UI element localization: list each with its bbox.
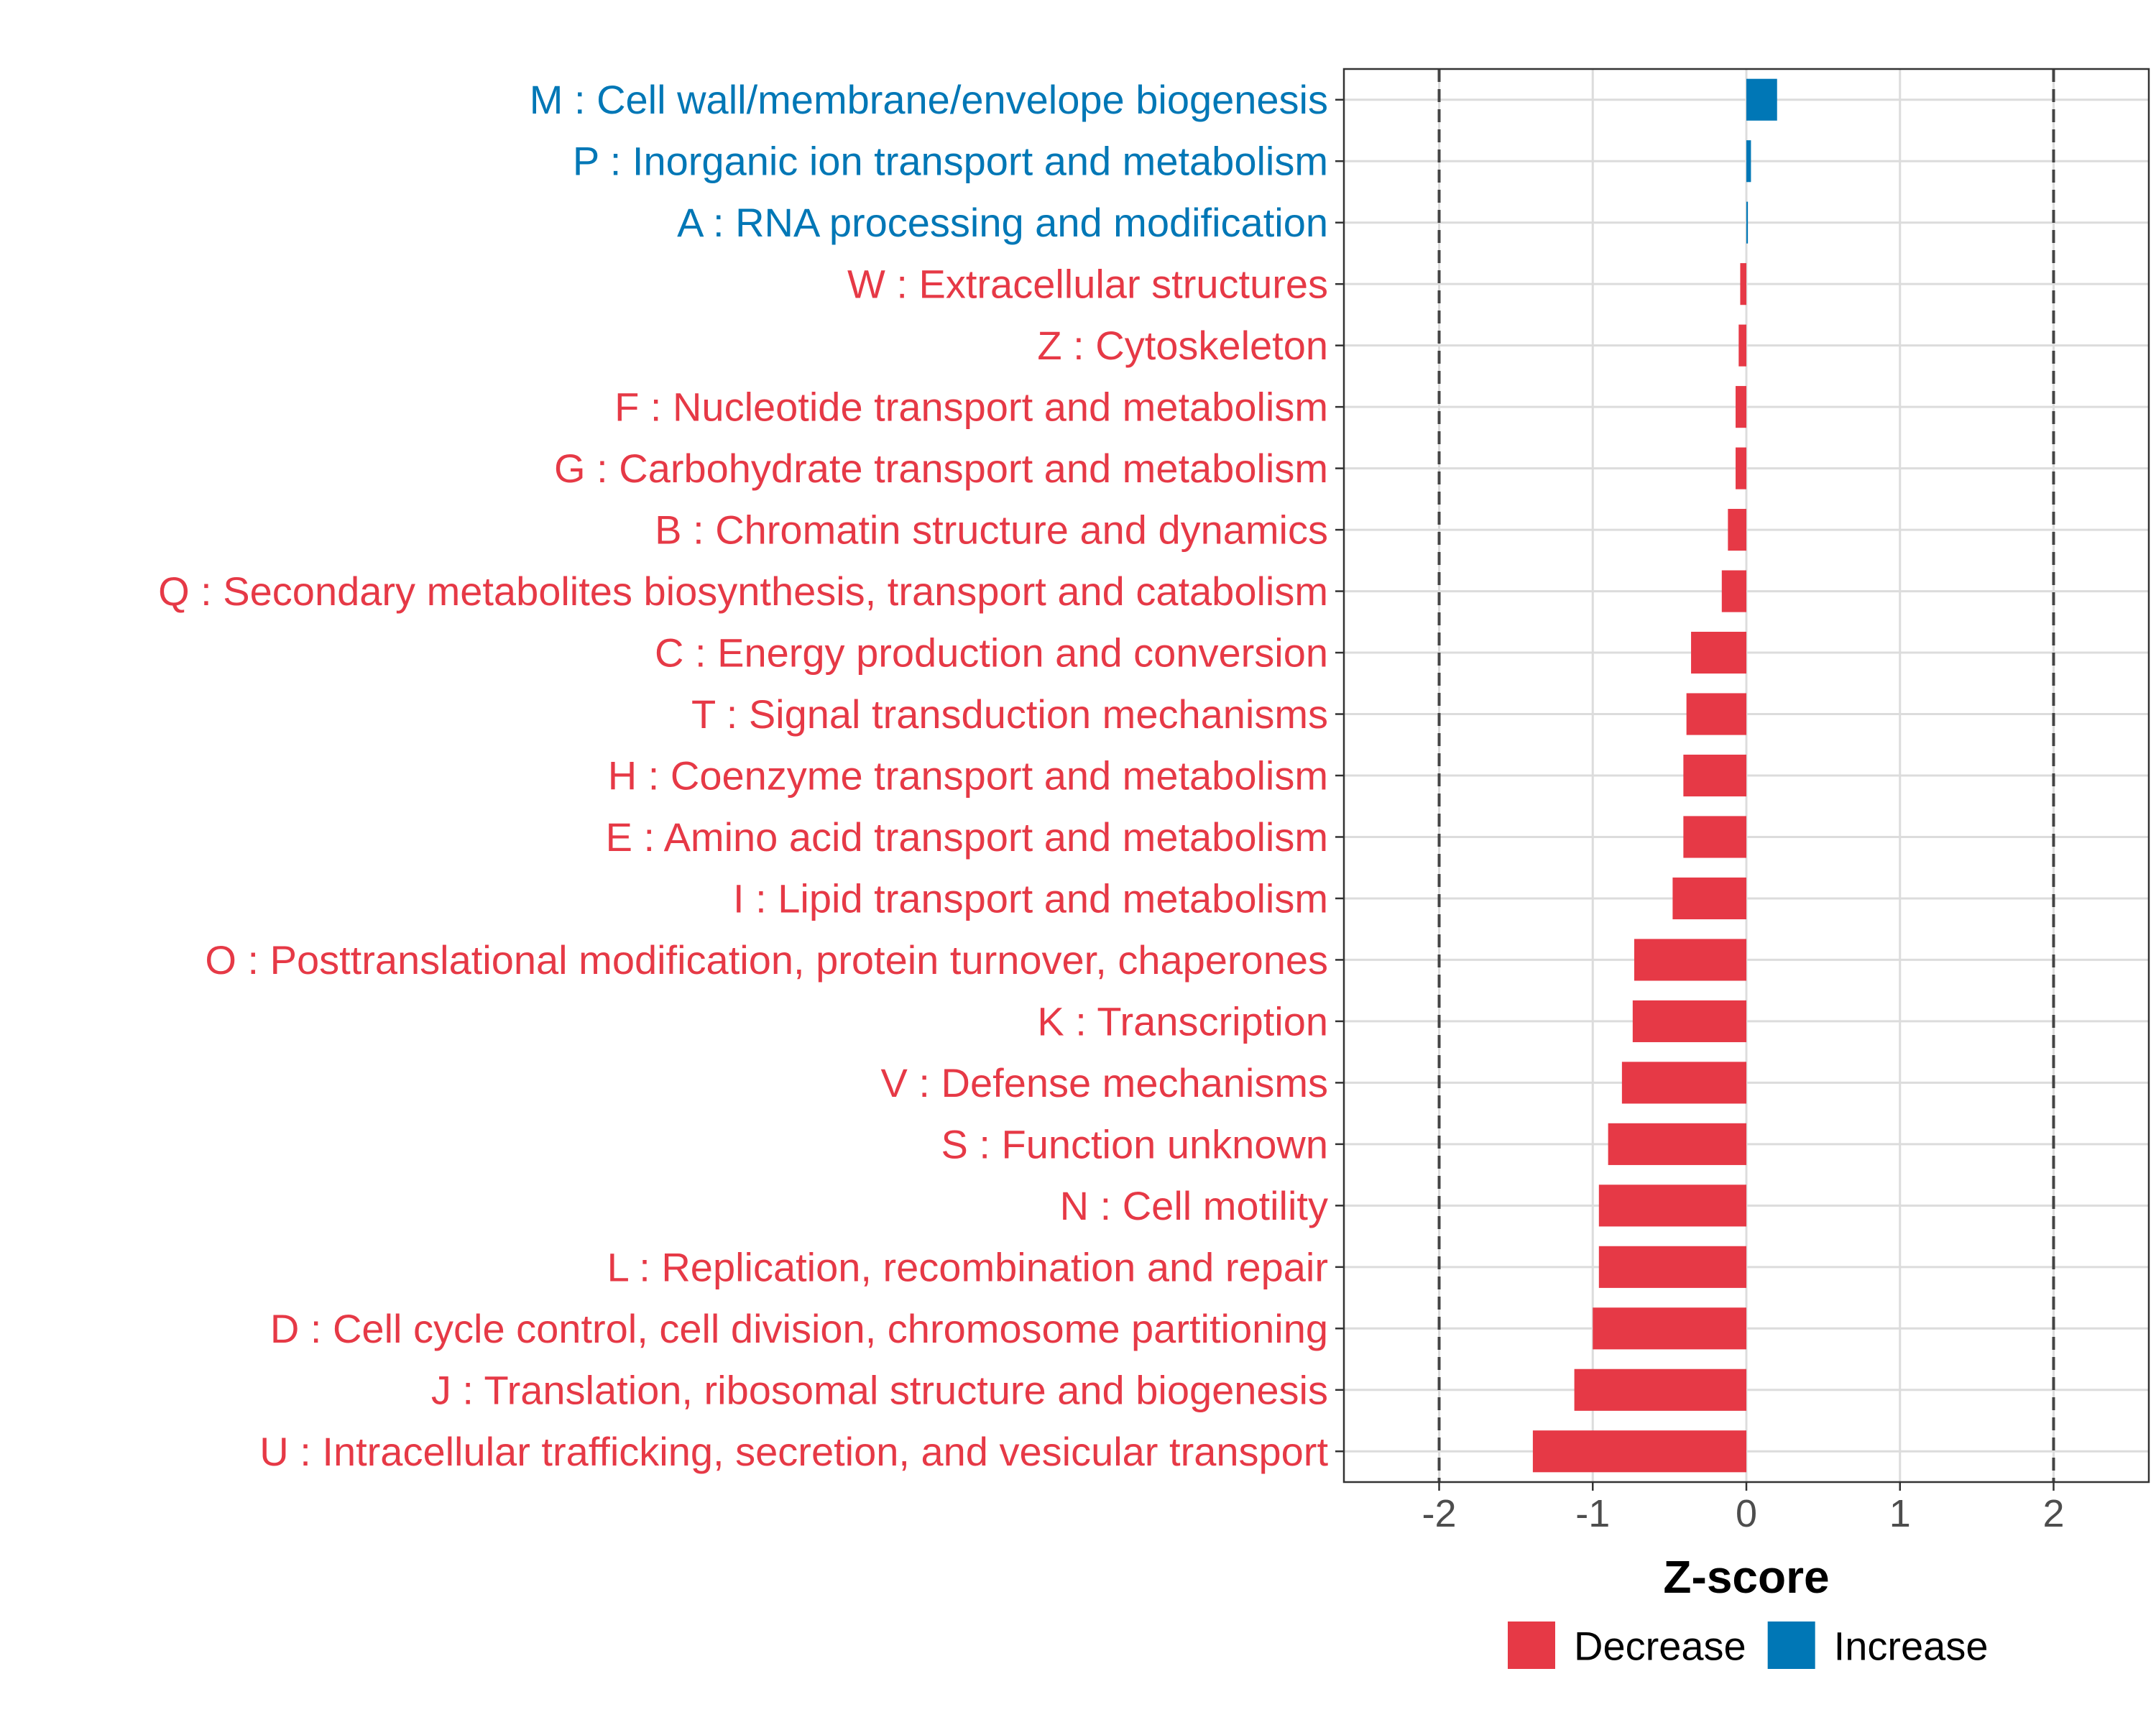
- category-label: U : Intracellular trafficking, secretion…: [259, 1429, 1328, 1474]
- bar: [1691, 631, 1746, 674]
- category-label: Q : Secondary metabolites biosynthesis, …: [158, 569, 1328, 614]
- bar: [1736, 447, 1746, 489]
- x-tick-label: -2: [1422, 1492, 1457, 1535]
- bar: [1672, 877, 1746, 920]
- category-label: K : Transcription: [1037, 998, 1328, 1044]
- bar: [1746, 140, 1751, 183]
- category-label: P : Inorganic ion transport and metaboli…: [573, 139, 1328, 184]
- legend-swatch: [1508, 1622, 1555, 1669]
- bar: [1746, 78, 1777, 121]
- legend-swatch: [1767, 1622, 1815, 1669]
- category-label: C : Energy production and conversion: [655, 630, 1328, 676]
- x-axis-title: Z-score: [1663, 1551, 1829, 1603]
- category-label: G : Carbohydrate transport and metabolis…: [554, 446, 1328, 491]
- category-label: L : Replication, recombination and repai…: [607, 1244, 1328, 1289]
- x-tick-label: 2: [2042, 1492, 2064, 1535]
- bar: [1593, 1307, 1746, 1350]
- bar: [1746, 201, 1749, 244]
- category-label: I : Lipid transport and metabolism: [733, 875, 1328, 921]
- x-tick-label: -1: [1575, 1492, 1610, 1535]
- category-label: N : Cell motility: [1060, 1183, 1328, 1228]
- bar: [1574, 1368, 1746, 1411]
- category-label: W : Extracellular structures: [847, 262, 1328, 307]
- category-label: D : Cell cycle control, cell division, c…: [270, 1306, 1328, 1351]
- bar: [1608, 1123, 1746, 1165]
- category-label: V : Defense mechanisms: [881, 1060, 1328, 1105]
- category-label: J : Translation, ribosomal structure and…: [431, 1367, 1328, 1412]
- y-axis: M : Cell wall/membrane/envelope biogenes…: [158, 77, 1344, 1474]
- bar: [1621, 1062, 1746, 1104]
- bar: [1598, 1246, 1746, 1288]
- bar: [1686, 693, 1746, 735]
- bar: [1632, 1000, 1746, 1042]
- legend-label: Decrease: [1574, 1624, 1746, 1669]
- category-label: F : Nucleotide transport and metabolism: [614, 385, 1328, 430]
- category-label: Z : Cytoskeleton: [1037, 323, 1328, 368]
- bar: [1738, 324, 1746, 367]
- category-label: O : Posttranslational modification, prot…: [205, 937, 1328, 983]
- x-tick-label: 1: [1889, 1492, 1911, 1535]
- category-label: B : Chromatin structure and dynamics: [655, 507, 1328, 553]
- bars: [1532, 78, 1777, 1473]
- bar: [1683, 816, 1746, 858]
- bar: [1721, 570, 1746, 612]
- category-label: H : Coenzyme transport and metabolism: [608, 753, 1328, 799]
- bar: [1634, 939, 1746, 981]
- category-label: E : Amino acid transport and metabolism: [606, 814, 1328, 860]
- bar: [1740, 263, 1746, 305]
- x-tick-label: 0: [1736, 1492, 1757, 1535]
- bar: [1598, 1184, 1746, 1227]
- reference-lines: [1437, 69, 2055, 1482]
- category-label: A : RNA processing and modification: [677, 200, 1328, 245]
- x-axis: -2 -1 0 1 2: [1422, 1482, 2065, 1535]
- category-label: T : Signal transduction mechanisms: [691, 691, 1328, 737]
- category-label: M : Cell wall/membrane/envelope biogenes…: [530, 77, 1328, 122]
- bar: [1532, 1430, 1746, 1473]
- legend: Decrease Increase: [1508, 1622, 1988, 1669]
- bar: [1736, 386, 1746, 428]
- legend-label: Increase: [1834, 1624, 1989, 1669]
- bar: [1683, 754, 1746, 797]
- category-label: S : Function unknown: [941, 1121, 1328, 1167]
- bar: [1728, 509, 1746, 551]
